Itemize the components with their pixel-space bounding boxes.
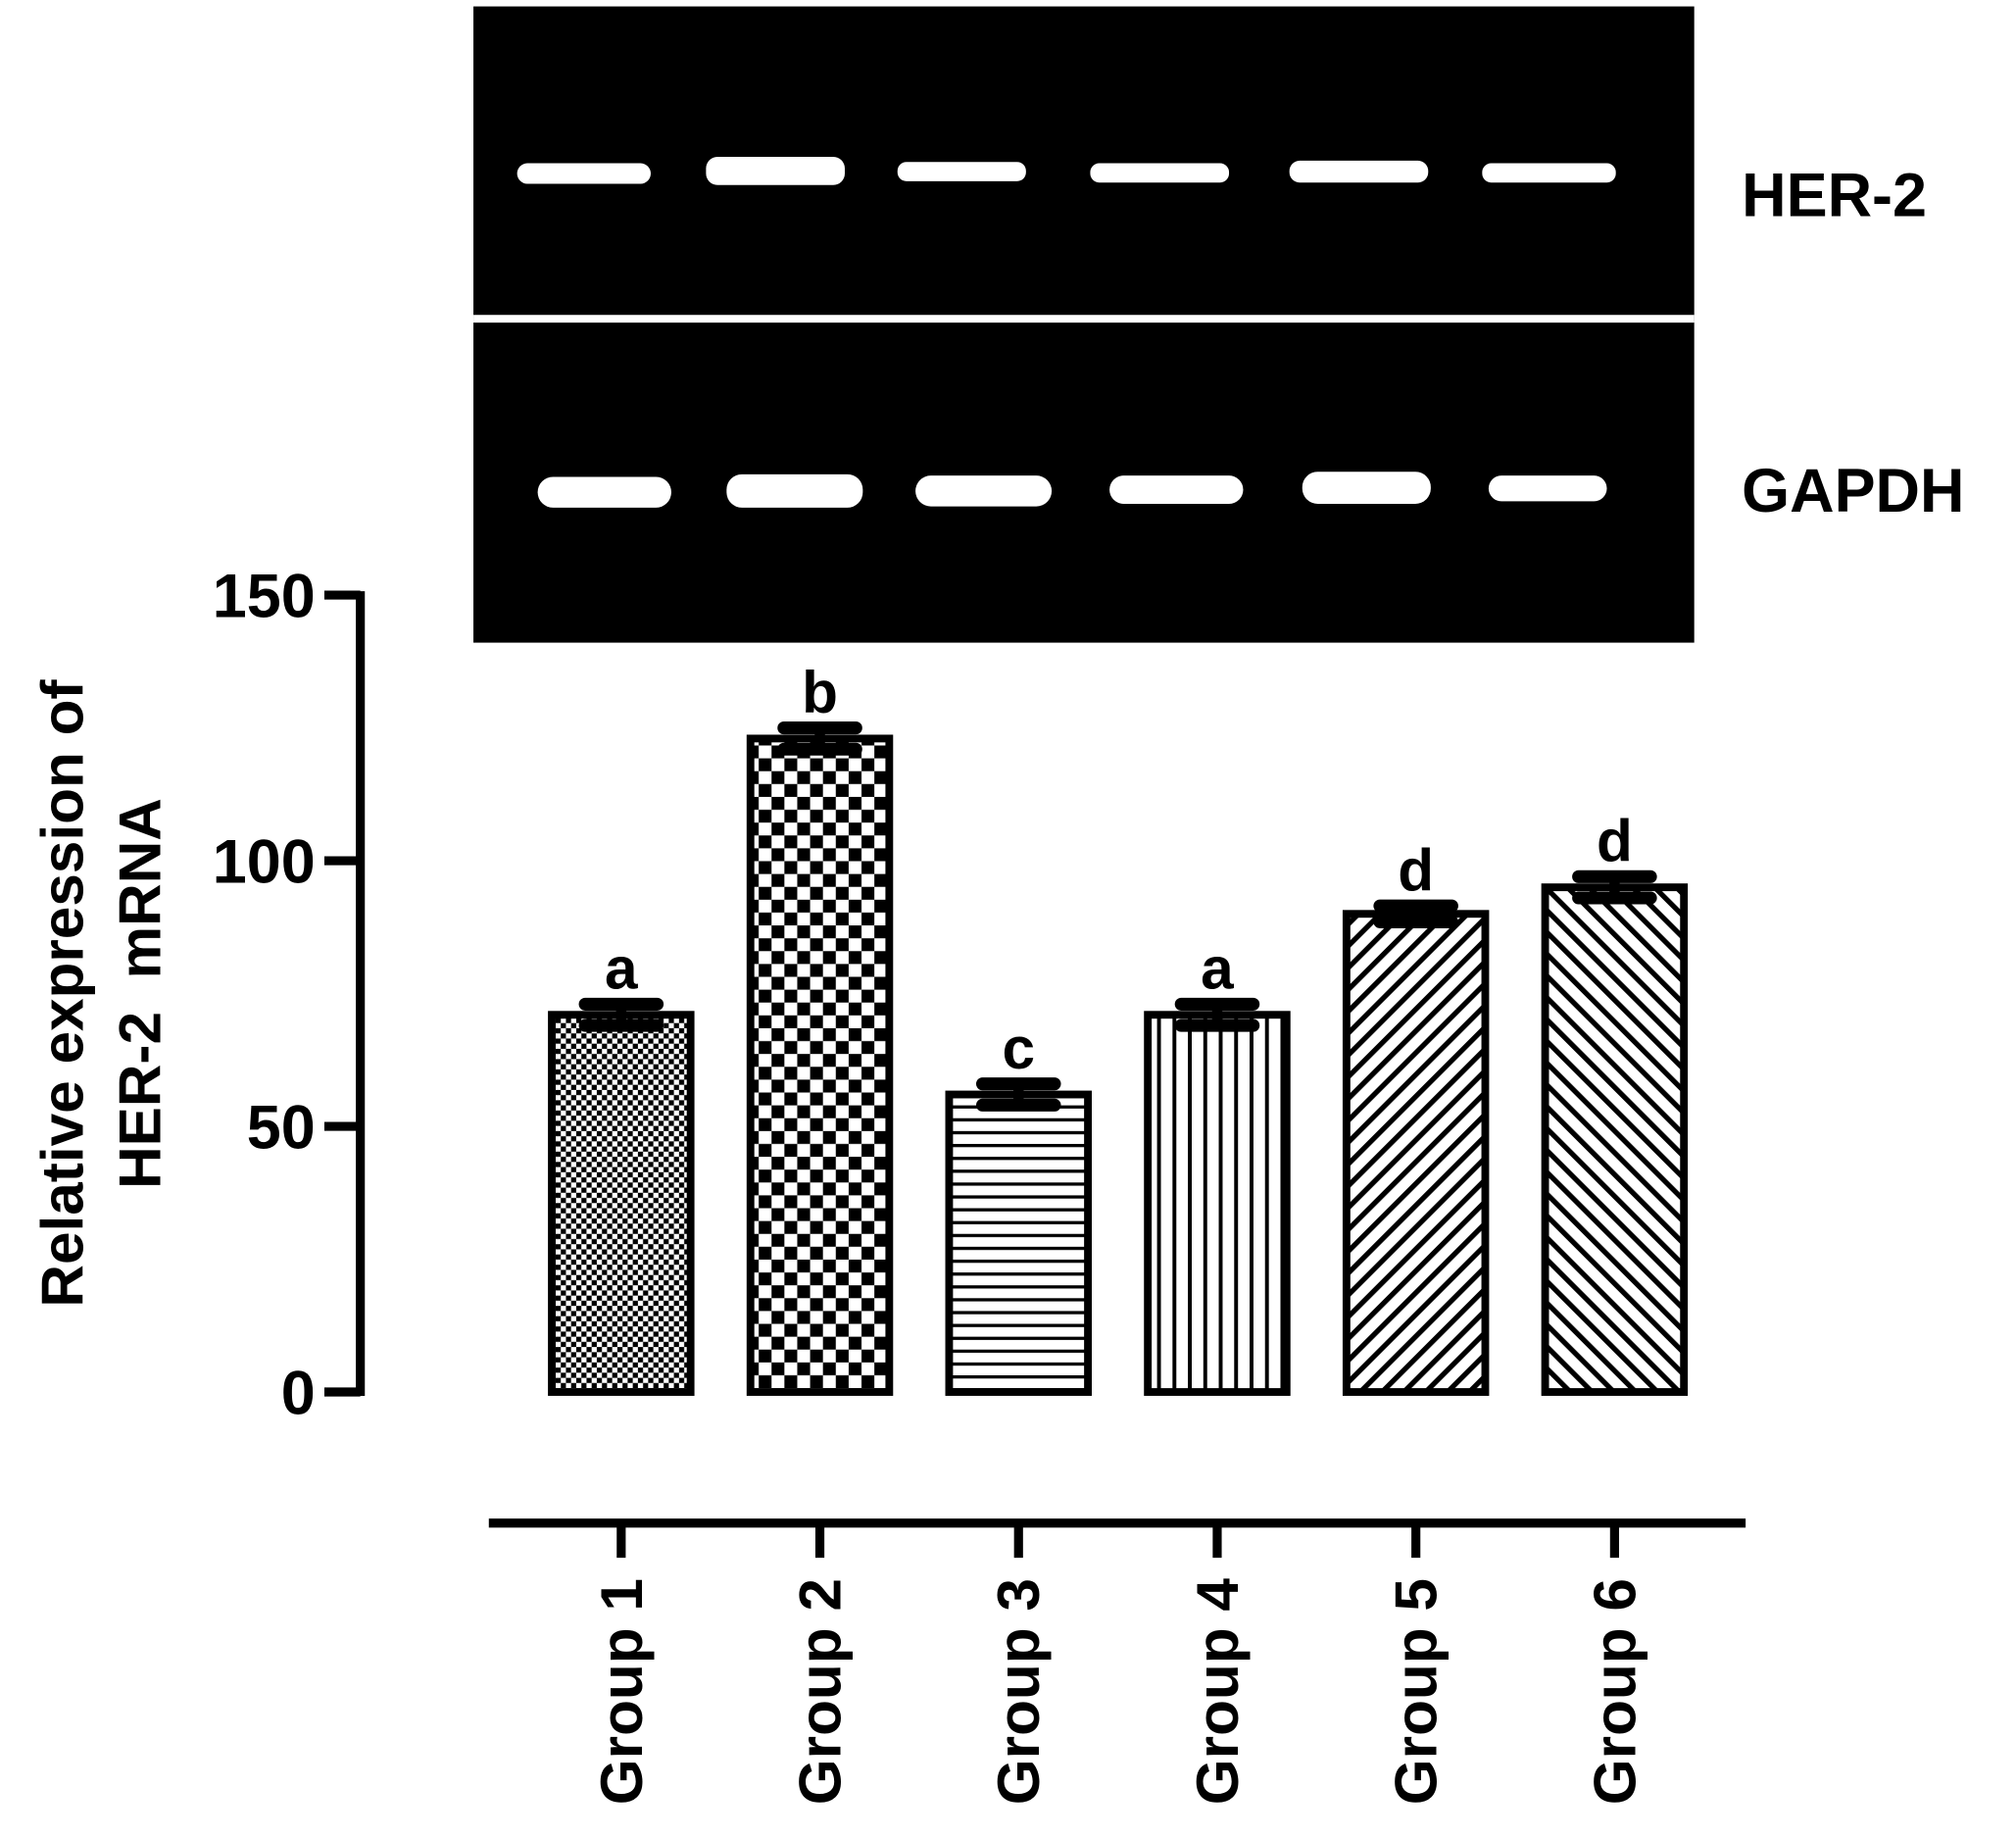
x-tick-label: Group 4 xyxy=(1184,1578,1251,1806)
annotation: a xyxy=(1201,935,1234,1002)
error-bar xyxy=(1373,899,1458,928)
error-bar xyxy=(1572,869,1657,905)
error-bar xyxy=(578,997,664,1032)
gel-label: GAPDH xyxy=(1742,457,1964,525)
y-tick-label: 100 xyxy=(213,827,316,896)
y-tick-label: 150 xyxy=(213,562,316,630)
x-tick-label: Group 3 xyxy=(985,1578,1052,1805)
y-tick-label: 0 xyxy=(281,1359,316,1427)
bar xyxy=(746,734,894,1396)
error-bar xyxy=(975,1077,1061,1112)
annotation: d xyxy=(1597,808,1633,874)
x-tick-label: Group 2 xyxy=(787,1578,854,1805)
error-bar xyxy=(777,721,862,756)
annotation: d xyxy=(1398,836,1434,903)
bar xyxy=(1342,910,1490,1396)
x-tick-label: Group 5 xyxy=(1383,1578,1450,1805)
x-tick-label: Group 6 xyxy=(1581,1578,1647,1805)
bar xyxy=(945,1090,1092,1396)
error-bar xyxy=(1174,997,1260,1032)
y-axis-label: HER-2 mRNA xyxy=(106,798,172,1189)
gel-image xyxy=(473,6,1695,643)
annotation: b xyxy=(802,659,838,725)
bar xyxy=(1144,1011,1291,1396)
bar xyxy=(1541,883,1689,1396)
annotation: c xyxy=(1002,1015,1035,1081)
x-tick-label: Group 1 xyxy=(588,1578,655,1805)
bar xyxy=(548,1011,695,1396)
y-tick-label: 50 xyxy=(247,1093,316,1162)
annotation: a xyxy=(605,935,638,1002)
gel-label: HER-2 xyxy=(1742,161,1927,229)
y-axis-label: Relative expression of xyxy=(29,679,96,1308)
